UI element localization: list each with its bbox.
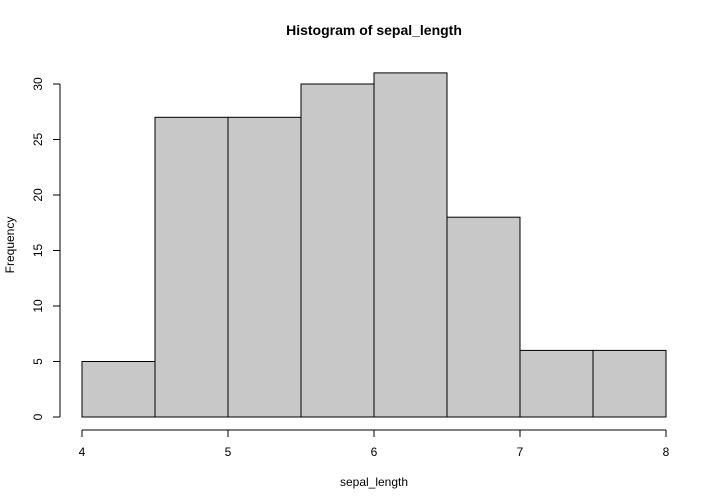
y-tick-label: 0 (31, 413, 45, 420)
histogram-bar-3 (300, 83, 375, 418)
histogram-bar-7 (592, 349, 667, 418)
x-tick-label: 5 (225, 445, 232, 459)
y-axis-label: Frequency (3, 217, 17, 274)
histogram-bar-4 (373, 72, 448, 418)
y-tick-label: 10 (31, 299, 45, 313)
y-axis: 0 5 10 15 20 25 30 (31, 77, 61, 420)
x-axis: 4 5 6 7 8 (79, 429, 670, 459)
histogram-bar-0 (81, 361, 156, 418)
histogram-bar-1 (154, 116, 229, 418)
histogram-bar-2 (227, 116, 302, 418)
x-axis-label: sepal_length (340, 475, 408, 489)
y-tick-label: 25 (31, 133, 45, 147)
y-tick-label: 30 (31, 77, 45, 91)
x-tick-label: 6 (371, 445, 378, 459)
histogram-bar-6 (519, 349, 594, 418)
x-tick-label: 7 (517, 445, 524, 459)
x-tick-label: 4 (79, 445, 86, 459)
histogram-bar-5 (446, 216, 521, 418)
y-tick-label: 5 (31, 358, 45, 365)
x-tick-label: 8 (663, 445, 670, 459)
bars-group (81, 72, 667, 418)
y-tick-label: 20 (31, 188, 45, 202)
chart-title: Histogram of sepal_length (286, 22, 462, 38)
y-tick-label: 15 (31, 244, 45, 258)
